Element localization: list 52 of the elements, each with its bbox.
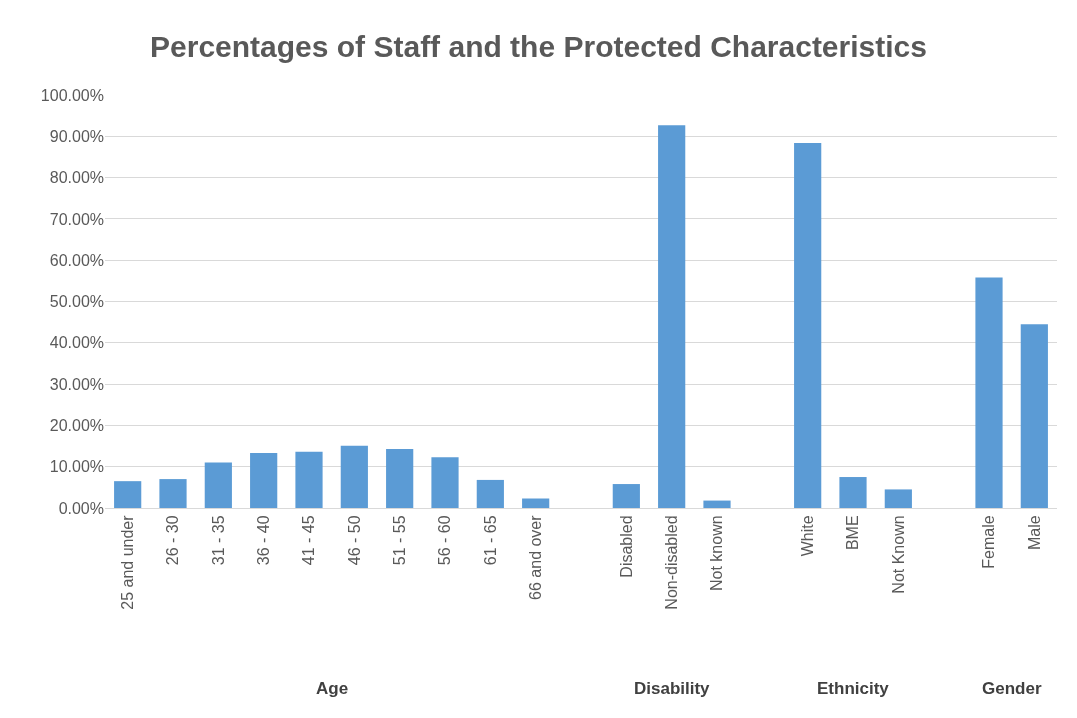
y-tick-label: 40.00% (49, 334, 104, 352)
bar (1020, 324, 1048, 508)
x-tick-label: BME (844, 515, 862, 551)
bar (522, 498, 550, 508)
bar (340, 445, 368, 508)
x-tick-label: Male (1025, 515, 1043, 551)
x-tick-label: Disabled (617, 515, 635, 578)
bar (476, 479, 504, 508)
x-tick-label: 31 - 35 (209, 515, 227, 566)
bar (159, 479, 187, 508)
x-tick-label: 25 and under (118, 514, 136, 610)
x-tick-label: White (798, 515, 816, 557)
bar (295, 451, 323, 508)
bar (386, 448, 414, 508)
x-tick-label: Not known (708, 515, 726, 591)
x-tick-label: 41 - 45 (300, 515, 318, 566)
x-tick-label: Female (980, 515, 998, 569)
y-tick-label: 70.00% (49, 210, 104, 228)
y-tick-label: 30.00% (49, 375, 104, 393)
bar (884, 489, 912, 508)
text: Disability (634, 679, 711, 698)
y-tick-label: 10.00% (49, 458, 104, 476)
x-tick-label: 51 - 55 (390, 515, 408, 566)
y-tick-label: 0.00% (58, 499, 104, 517)
x-tick-label: 26 - 30 (164, 515, 182, 566)
bar (703, 500, 731, 508)
text: Gender (982, 679, 1042, 698)
bar (794, 142, 822, 508)
bar (658, 125, 686, 508)
x-tick-label: 66 and over (526, 514, 544, 600)
bar (114, 481, 142, 508)
bar (839, 477, 867, 508)
y-tick-label: 100.00% (40, 86, 104, 104)
y-tick-label: 80.00% (49, 169, 104, 187)
chart-title: Percentages of Staff and the Protected Characteristics (150, 30, 927, 64)
bar (204, 462, 232, 508)
text: Age (316, 679, 349, 698)
bar (612, 484, 640, 508)
bar (975, 277, 1003, 508)
text: Ethnicity (817, 679, 890, 698)
y-tick-label: 20.00% (49, 417, 104, 434)
x-tick-label: 61 - 65 (481, 515, 499, 566)
x-tick-label: 56 - 60 (436, 515, 454, 566)
y-tick-label: 90.00% (49, 127, 104, 145)
x-tick-label: 46 - 50 (345, 515, 363, 566)
y-tick-label: 60.00% (49, 251, 104, 269)
bar (431, 457, 459, 508)
x-tick-label: Non-disabled (662, 515, 680, 610)
x-tick-label: 36 - 40 (254, 515, 272, 566)
x-tick-label: Not Known (889, 515, 907, 594)
y-tick-label: 50.00% (49, 293, 104, 311)
bar (250, 453, 278, 508)
